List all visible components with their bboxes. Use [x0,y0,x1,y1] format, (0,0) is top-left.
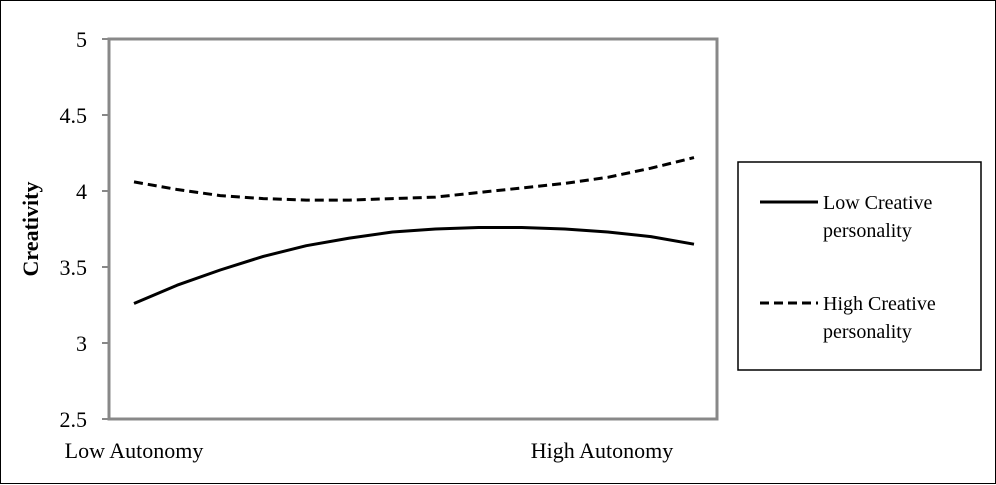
y-tick-label: 2.5 [60,407,88,432]
series-line-high-creative [133,156,695,202]
y-tick-label: 4 [76,179,87,204]
legend-label-high-creative-line2: personality [823,321,912,343]
y-tick-label: 3 [76,331,87,356]
legend-box [737,161,982,371]
legend-label-low-creative-line2: personality [823,220,912,242]
legend-label-high-creative-line1: High Creative [823,293,936,315]
legend-label-low-creative-line1: Low Creative [823,192,933,214]
series-lines [133,156,695,305]
y-tick-label: 4.5 [60,103,88,128]
legend: Low Creative personality High Creative p… [737,161,982,371]
plot-area [107,37,719,421]
series-line-low-creative [133,226,695,305]
y-axis-ticks: 2.5 3 3.5 4 4.5 5 [60,27,109,432]
x-category-low-autonomy: Low Autonomy [65,438,204,463]
y-axis-label: Creativity [18,182,43,277]
y-tick-label: 3.5 [60,255,88,280]
x-category-high-autonomy: High Autonomy [531,438,673,463]
y-tick-label: 5 [76,27,87,52]
